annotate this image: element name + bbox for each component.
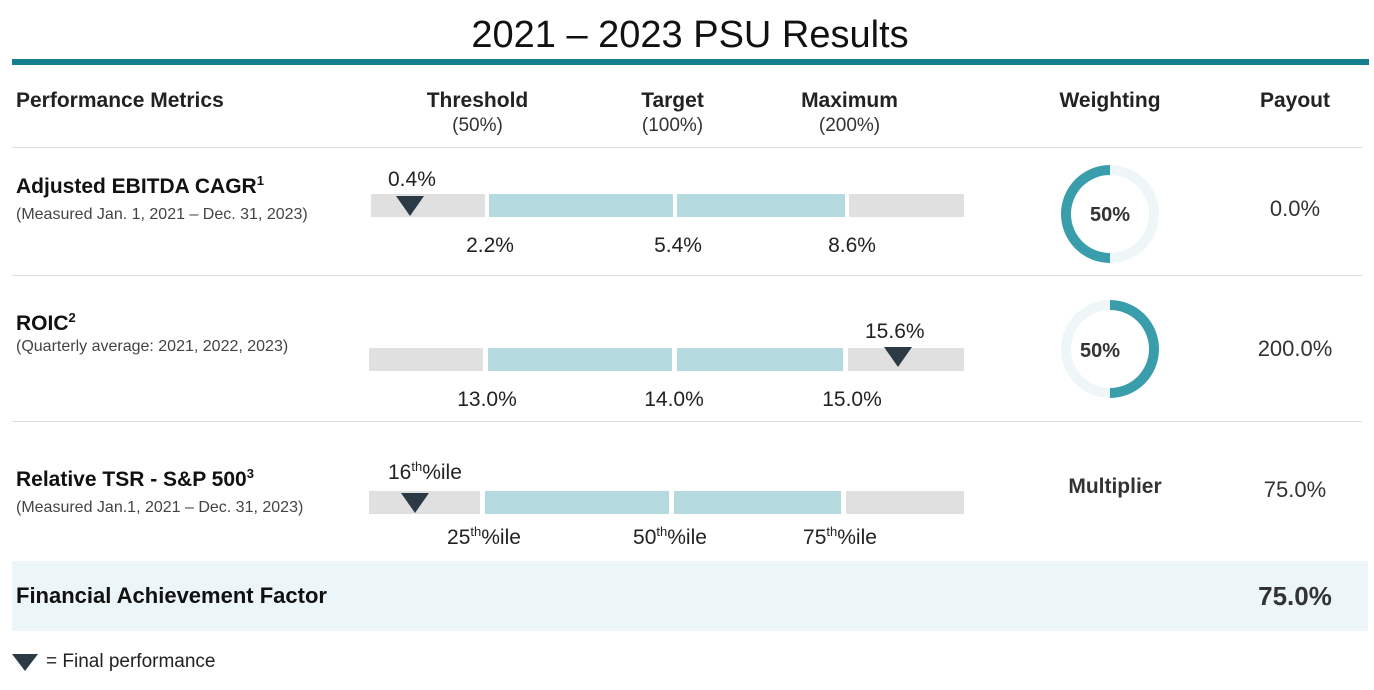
footnote-marker: 1: [256, 173, 264, 188]
col-header-target-sub: (100%): [641, 115, 704, 136]
metric-desc-tsr: (Measured Jan.1, 2021 – Dec. 31, 2023): [16, 499, 304, 516]
bar-above-maximum: [846, 491, 964, 514]
summary-value: 75.0%: [1258, 581, 1332, 611]
summary-band: [12, 561, 1368, 631]
col-header-maximum: Maximum (200%): [772, 89, 927, 137]
col-header-threshold: Threshold (50%): [400, 89, 555, 137]
col-header-threshold-sub: (50%): [452, 115, 503, 136]
payout-tsr: 75.0%: [1263, 477, 1327, 502]
maximum-value-tsr: 75th%ile: [770, 524, 910, 550]
target-value-tsr: 50th%ile: [600, 524, 740, 550]
weighting-donut-ebitda: 50%: [1061, 165, 1159, 263]
col-header-target: Target (100%): [595, 89, 750, 137]
row-divider: [12, 147, 1362, 148]
weighting-multiplier: Multiplier: [1068, 475, 1162, 498]
metric-name-tsr-text: Relative TSR - S&P 500: [16, 468, 247, 491]
metric-desc-roic: (Quarterly average: 2021, 2022, 2023): [16, 338, 289, 355]
legend: = Final performance: [12, 651, 216, 673]
row-divider: [12, 275, 1362, 276]
legend-text: = Final performance: [46, 651, 216, 672]
donut-weight-arc: [1109, 300, 1159, 398]
tick-ordinal: th: [656, 524, 668, 539]
footnote-marker: 2: [68, 310, 76, 325]
weighting-value-roic: 50%: [1080, 340, 1120, 362]
result-label-roic: 15.6%: [865, 320, 925, 343]
bar-below-threshold: [369, 348, 483, 371]
bar-target-maximum: [677, 194, 845, 217]
threshold-value-tsr: 25th%ile: [414, 524, 554, 550]
result-ordinal: th: [411, 459, 423, 474]
tick-unit: %ile: [837, 526, 877, 549]
metric-desc-ebitda: (Measured Jan. 1, 2021 – Dec. 31, 2023): [16, 206, 308, 223]
tick-num: 50: [633, 526, 657, 549]
payout-roic: 200.0%: [1257, 336, 1333, 361]
maximum-value-roic: 15.0%: [822, 388, 882, 411]
final-performance-marker: [884, 347, 912, 367]
metric-name-ebitda-text: Adjusted EBITDA CAGR: [16, 175, 257, 198]
donut-weight-arc: [1061, 165, 1111, 263]
title-divider: [12, 59, 1369, 65]
target-value-ebitda: 5.4%: [654, 234, 702, 257]
final-performance-marker: [401, 493, 429, 513]
page-title: 2021 – 2023 PSU Results: [471, 14, 909, 56]
tick-ordinal: th: [826, 524, 838, 539]
tick-num: 75: [803, 526, 827, 549]
weighting-donut-roic: 50%: [1061, 300, 1159, 398]
result-label-tsr: 16th%ile: [388, 459, 462, 485]
metric-name-ebitda: Adjusted EBITDA CAGR1: [16, 173, 264, 199]
weighting-value-ebitda: 50%: [1090, 204, 1130, 226]
metric-name-roic-text: ROIC: [16, 312, 69, 335]
col-header-threshold-label: Threshold: [426, 89, 529, 112]
bar-threshold-target: [489, 194, 673, 217]
metric-name-tsr: Relative TSR - S&P 5003: [16, 466, 254, 492]
triangle-marker-icon: [12, 653, 38, 671]
result-num: 16: [388, 461, 412, 484]
tick-unit: %ile: [667, 526, 707, 549]
bar-threshold-target: [485, 491, 669, 514]
col-header-target-label: Target: [641, 89, 704, 112]
target-value-roic: 14.0%: [644, 388, 704, 411]
tick-num: 25: [447, 526, 471, 549]
threshold-value-roic: 13.0%: [457, 388, 517, 411]
bar-threshold-target: [488, 348, 672, 371]
result-unit: %ile: [422, 461, 462, 484]
bar-target-maximum: [674, 491, 841, 514]
bar-below-threshold: [371, 194, 485, 217]
summary-label: Financial Achievement Factor: [16, 583, 327, 608]
bar-target-maximum: [677, 348, 843, 371]
col-header-weighting: Weighting: [1059, 89, 1161, 112]
row-divider: [12, 421, 1362, 422]
footnote-marker: 3: [246, 466, 254, 481]
maximum-value-ebitda: 8.6%: [828, 234, 876, 257]
result-label-ebitda: 0.4%: [388, 168, 436, 191]
col-header-metrics: Performance Metrics: [16, 89, 224, 112]
col-header-maximum-sub: (200%): [818, 115, 881, 136]
payout-ebitda: 0.0%: [1269, 196, 1321, 221]
tick-unit: %ile: [481, 526, 521, 549]
threshold-value-ebitda: 2.2%: [466, 234, 514, 257]
col-header-maximum-label: Maximum: [801, 89, 898, 112]
bar-above-maximum: [849, 194, 964, 217]
col-header-payout: Payout: [1259, 89, 1330, 112]
metric-name-roic: ROIC2: [16, 310, 76, 336]
tick-ordinal: th: [470, 524, 482, 539]
final-performance-marker: [396, 196, 424, 216]
